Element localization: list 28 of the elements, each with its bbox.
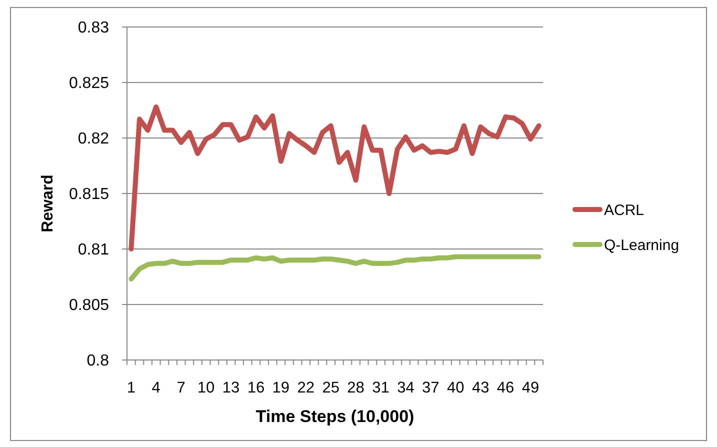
y-tick-label: 0.805	[68, 297, 110, 314]
x-tick-label: 22	[297, 379, 315, 396]
x-tick-label: 46	[496, 379, 514, 396]
x-tick-label: 1	[126, 379, 136, 396]
y-tick-label: 0.8	[86, 352, 110, 370]
x-tick-label: 49	[522, 379, 540, 396]
x-axis-title: Time Steps (10,000)	[256, 406, 414, 426]
x-tick-label: 28	[347, 379, 364, 396]
x-tick-label: 43	[472, 379, 490, 396]
x-tick-label: 40	[447, 379, 465, 396]
y-tick-label: 0.82	[78, 130, 110, 148]
y-tick-label: 0.825	[68, 75, 110, 92]
x-tick-label: 34	[397, 379, 415, 396]
x-tick-label: 37	[422, 379, 440, 396]
y-tick-label: 0.83	[78, 20, 110, 37]
legend-label: Q-Learning	[604, 236, 680, 254]
y-tick-label: 0.815	[68, 186, 110, 204]
x-tick-label: 7	[176, 379, 186, 396]
x-tick-label: 4	[152, 379, 161, 396]
y-axis-title: Reward	[40, 174, 57, 232]
x-tick-label: 16	[247, 379, 265, 396]
x-tick-label: 10	[197, 379, 216, 396]
y-tick-label: 0.81	[78, 242, 110, 259]
x-tick-label: 31	[372, 379, 390, 396]
x-tick-label: 13	[222, 379, 240, 396]
x-tick-label: 19	[272, 379, 290, 396]
legend-label: ACRL	[604, 202, 644, 219]
x-tick-label: 25	[322, 379, 340, 396]
